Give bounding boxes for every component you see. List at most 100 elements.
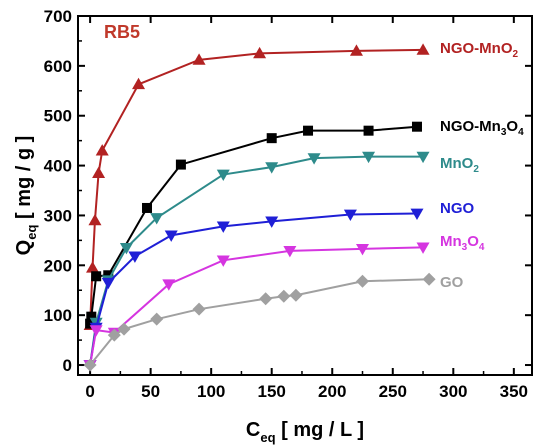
data-point bbox=[410, 208, 424, 220]
y-tick-label: 500 bbox=[44, 107, 72, 126]
x-axis-title: Ceq [ mg / L ] bbox=[246, 419, 364, 445]
data-point bbox=[132, 77, 146, 90]
data-point bbox=[362, 151, 376, 164]
data-point bbox=[277, 289, 291, 303]
series-layer bbox=[83, 43, 436, 372]
data-point bbox=[349, 44, 363, 56]
data-point bbox=[307, 153, 321, 165]
series-label-main: MnO bbox=[440, 155, 474, 172]
series-label-main: NGO-Mn bbox=[440, 118, 501, 135]
series-mn3o4 bbox=[83, 242, 430, 372]
data-point bbox=[422, 272, 436, 286]
y-tick-label: 600 bbox=[44, 57, 72, 76]
x-tick-label: 350 bbox=[500, 382, 528, 401]
data-point bbox=[416, 151, 430, 164]
series-label-rest: O bbox=[506, 118, 518, 135]
series-label-main: NGO bbox=[440, 200, 475, 217]
data-point bbox=[416, 242, 430, 254]
series-label-sub: 3 bbox=[501, 127, 507, 138]
y-tick-label: 0 bbox=[63, 356, 72, 375]
series-ngo-mn3o4 bbox=[85, 121, 422, 329]
data-point bbox=[107, 328, 121, 342]
series-label-main: NGO-MnO bbox=[440, 40, 513, 57]
data-point bbox=[86, 261, 100, 273]
series-label: NGO bbox=[440, 200, 475, 217]
x-axis-title-rest: [ mg / L ] bbox=[276, 419, 365, 441]
chart-title: RB5 bbox=[104, 22, 140, 42]
data-point bbox=[86, 311, 97, 322]
data-point bbox=[128, 251, 142, 263]
plot-frame bbox=[77, 15, 533, 376]
data-point bbox=[253, 46, 267, 59]
x-tick-label: 250 bbox=[379, 382, 407, 401]
series-line bbox=[89, 125, 418, 324]
series-label-main: GO bbox=[440, 274, 464, 291]
data-point bbox=[150, 312, 164, 326]
series-label-rest: O bbox=[467, 233, 479, 250]
data-point bbox=[356, 243, 370, 256]
x-tick-label: 100 bbox=[197, 382, 225, 401]
series-label-sub: 3 bbox=[462, 242, 468, 253]
series-line bbox=[89, 48, 424, 326]
data-point bbox=[117, 322, 131, 336]
data-point bbox=[356, 274, 370, 288]
series-label: Mn3O4 bbox=[440, 233, 485, 253]
x-tick-label: 150 bbox=[258, 382, 286, 401]
y-axis-title-sub: eq bbox=[24, 225, 39, 240]
x-axis-title-main: C bbox=[246, 419, 260, 441]
data-point bbox=[411, 121, 422, 132]
data-point bbox=[92, 166, 106, 178]
series-label: MnO2 bbox=[440, 155, 479, 175]
series-label: GO bbox=[440, 274, 464, 291]
data-point bbox=[266, 133, 277, 144]
x-tick-label: 300 bbox=[439, 382, 467, 401]
axes: 0 50 100 150 200 250 300 350 0 100 200 300 400 500 600… bbox=[13, 7, 533, 445]
data-point bbox=[289, 288, 303, 302]
series-line bbox=[89, 155, 424, 366]
data-point bbox=[101, 277, 115, 290]
series-label-sub: 2 bbox=[513, 49, 519, 60]
data-point bbox=[85, 318, 96, 329]
data-point bbox=[162, 279, 176, 291]
data-point bbox=[216, 169, 230, 182]
y-tick-label: 300 bbox=[44, 206, 72, 225]
x-tick-label: 200 bbox=[318, 382, 346, 401]
y-axis-title-rest: [ mg / g ] bbox=[13, 136, 35, 225]
y-tick-label: 700 bbox=[44, 7, 72, 26]
y-tick-label: 100 bbox=[44, 306, 72, 325]
series-label-sub2: 4 bbox=[518, 127, 524, 138]
series-ngo-mno2 bbox=[83, 43, 430, 331]
data-point bbox=[265, 162, 279, 174]
series-ngo bbox=[83, 208, 424, 372]
series-go bbox=[83, 272, 436, 372]
data-point bbox=[88, 213, 102, 226]
series-label-main: Mn bbox=[440, 233, 462, 250]
data-point bbox=[83, 358, 97, 372]
y-axis-title-main: Q bbox=[13, 240, 35, 256]
data-point bbox=[259, 292, 273, 306]
series-label-sub: 2 bbox=[473, 164, 479, 175]
y-axis-title: Qeq [ mg / g ] bbox=[13, 136, 39, 256]
data-point bbox=[150, 213, 164, 225]
data-point bbox=[283, 245, 297, 258]
x-tick-label: 0 bbox=[85, 382, 94, 401]
series-line bbox=[89, 278, 430, 366]
series-label: NGO-Mn3O4 bbox=[440, 118, 524, 138]
data-point bbox=[95, 144, 109, 156]
data-point bbox=[192, 53, 206, 65]
series-label: NGO-MnO2 bbox=[440, 40, 519, 60]
data-point bbox=[175, 159, 186, 170]
data-point bbox=[363, 125, 374, 136]
data-point bbox=[416, 43, 430, 55]
series-label-sub2: 4 bbox=[479, 242, 485, 253]
y-tick-label: 400 bbox=[44, 157, 72, 176]
data-point bbox=[216, 221, 230, 233]
data-point bbox=[216, 255, 230, 267]
data-point bbox=[192, 302, 206, 316]
data-point bbox=[164, 230, 178, 242]
data-point bbox=[343, 209, 357, 221]
data-point bbox=[142, 202, 153, 213]
series-line bbox=[89, 246, 424, 366]
